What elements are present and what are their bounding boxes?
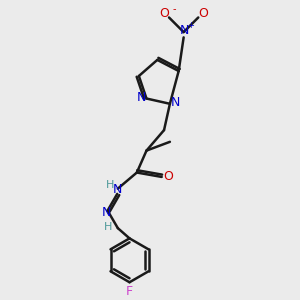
Text: O: O <box>160 8 170 20</box>
Text: H: H <box>104 222 112 232</box>
Text: F: F <box>126 285 133 298</box>
Text: O: O <box>163 170 173 183</box>
Text: N: N <box>112 183 122 196</box>
Text: N: N <box>179 24 189 37</box>
Text: N: N <box>101 206 111 218</box>
Text: H: H <box>106 180 115 190</box>
Text: N: N <box>170 96 180 109</box>
Text: N: N <box>136 91 146 103</box>
Text: O: O <box>199 8 208 20</box>
Text: +: + <box>188 21 194 30</box>
Text: -: - <box>172 4 176 14</box>
